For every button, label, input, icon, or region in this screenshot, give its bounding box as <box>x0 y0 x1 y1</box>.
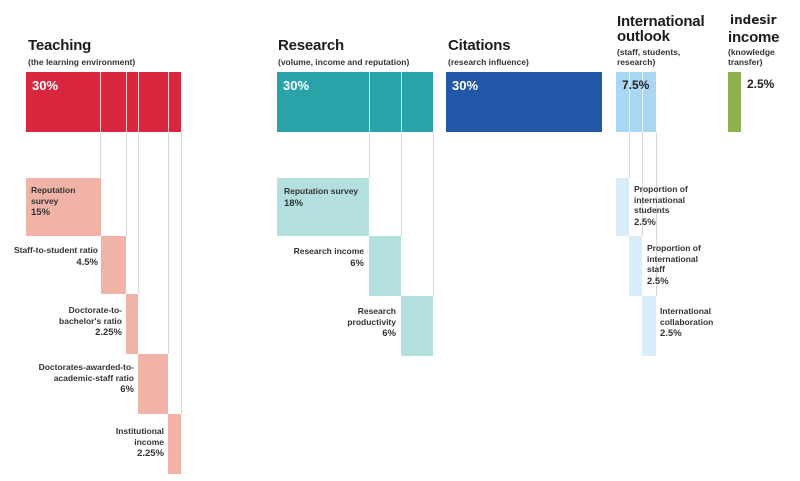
teaching-total-bar: 30% <box>26 72 181 132</box>
international-total-bar: 7.5% <box>616 72 656 132</box>
research-item-income: Research income 6% <box>290 246 364 269</box>
industry-subtitle: (knowledge transfer) <box>728 47 775 67</box>
teaching-institutional-income-bar <box>168 414 181 474</box>
research-title: Research <box>278 37 344 54</box>
international-title: International outlook <box>617 13 705 45</box>
item-label: Proportion of international students <box>634 184 688 215</box>
item-value: 6% <box>350 257 364 269</box>
teaching-subtitle: (the learning environment) <box>28 57 136 67</box>
teaching-item-institutional-income: Institutional income 2.25% <box>90 426 164 460</box>
item-label: Reputation survey <box>31 185 76 206</box>
item-label: Research productivity <box>347 306 396 327</box>
international-item-students: Proportion of international students 2.5… <box>634 184 704 228</box>
item-value: 6% <box>382 328 396 339</box>
international-collaboration-bar <box>642 296 656 356</box>
item-label: International collaboration <box>660 306 714 327</box>
citations-total-value: 30% <box>452 78 479 93</box>
item-value: 2.25% <box>95 327 122 338</box>
item-label: Doctorate-to-bachelor's ratio <box>59 305 122 326</box>
teaching-item-doctorate-bachelor: Doctorate-to-bachelor's ratio 2.25% <box>30 305 122 339</box>
item-label: Reputation survey <box>284 186 359 196</box>
research-income-bar <box>369 236 401 296</box>
item-label: Doctorates-awarded-to-academic-staff rat… <box>38 362 134 383</box>
item-value: 6% <box>120 384 134 395</box>
item-value: 2.5% <box>660 328 682 339</box>
item-value: 2.5% <box>647 275 669 287</box>
item-label: Staff-to-student ratio <box>13 245 98 255</box>
research-productivity-bar <box>401 296 433 356</box>
industry-title: income <box>728 29 780 46</box>
item-value: 2.25% <box>137 448 164 459</box>
item-label: Research income <box>293 246 364 256</box>
teaching-staff-student-bar <box>101 236 126 294</box>
citations-title: Citations <box>448 37 511 54</box>
teaching-item-doctorates-awarded: Doctorates-awarded-to-academic-staff rat… <box>30 362 134 396</box>
item-value: 15% <box>31 207 51 218</box>
research-subtitle: (volume, income and reputation) <box>278 57 410 67</box>
international-total-value: 7.5% <box>622 78 650 92</box>
research-reputation-bar: Reputation survey 18% <box>277 178 369 236</box>
industry-total-value: 2.5% <box>747 77 775 91</box>
international-staff-bar <box>629 236 642 296</box>
item-value: 2.5% <box>634 216 656 228</box>
teaching-item-staff-student: Staff-to-student ratio 4.5% <box>10 245 98 268</box>
citations-total-bar: 30% <box>446 72 602 132</box>
citations-subtitle: (research influence) <box>448 57 529 67</box>
international-students-bar <box>616 178 629 236</box>
international-item-collaboration: International collaboration 2.5% <box>660 306 730 340</box>
international-subtitle: (staff, students, research) <box>617 47 681 67</box>
item-label: Institutional income <box>115 426 164 447</box>
industry-total-bar <box>728 72 741 132</box>
item-label: Proportion of international staff <box>647 243 701 274</box>
research-item-reputation: Reputation survey 18% <box>284 186 364 209</box>
item-value: 4.5% <box>76 256 98 268</box>
research-item-productivity: Research productivity 6% <box>316 306 396 340</box>
teaching-total-value: 30% <box>32 78 59 93</box>
watermark-text: indesir <box>730 13 777 27</box>
international-item-staff: Proportion of international staff 2.5% <box>647 243 717 287</box>
teaching-title: Teaching <box>28 37 92 54</box>
item-value: 18% <box>284 197 304 209</box>
research-total-value: 30% <box>283 78 310 93</box>
teaching-reputation-bar: Reputation survey 15% <box>26 178 101 236</box>
teaching-doctorate-bachelor-bar <box>126 294 138 354</box>
teaching-item-reputation: Reputation survey 15% <box>31 185 99 219</box>
research-total-bar: 30% <box>277 72 433 132</box>
teaching-doctorates-awarded-bar <box>138 354 168 414</box>
